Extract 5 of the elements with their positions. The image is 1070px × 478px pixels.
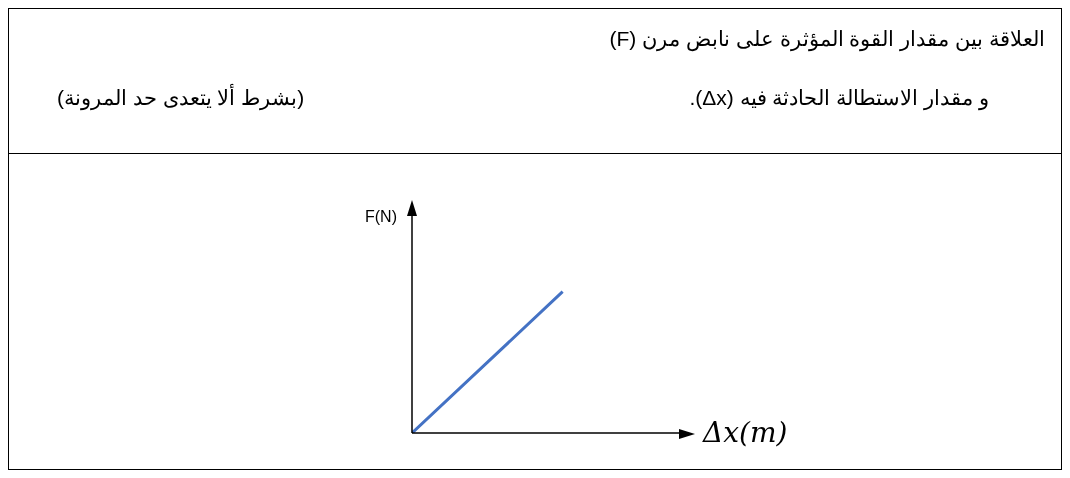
text: العلاقة بين مقدار القوة المؤثرة على نابض مرن (F) xyxy=(609,27,1045,51)
y-axis-title: F(N) xyxy=(365,208,397,226)
text: (بشرط ألا يتعدى حد المرونة) xyxy=(57,86,305,110)
x-axis-title: Δx(m) xyxy=(703,416,788,449)
text: و مقدار الاستطالة الحادثة فيه (Δx). xyxy=(689,86,989,110)
